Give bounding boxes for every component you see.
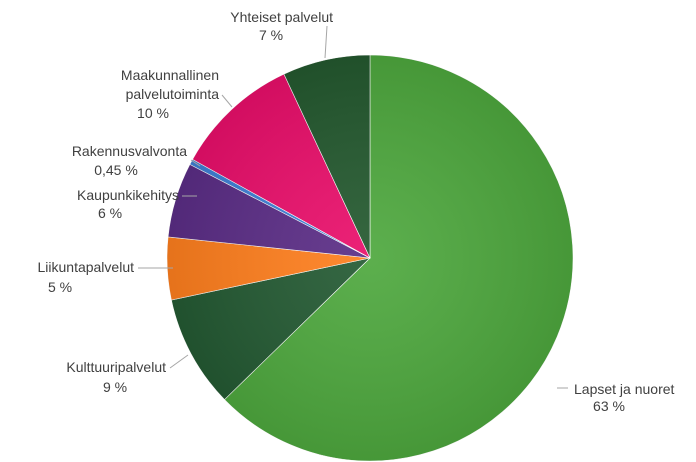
slice-value-label: 6 % <box>98 205 122 221</box>
slice-label: Yhteiset palvelut <box>230 9 333 25</box>
pie-slices <box>166 54 574 462</box>
slice-value-label: 10 % <box>137 105 169 121</box>
slice-label: Rakennusvalvonta <box>72 143 187 159</box>
slice-label: palvelutoiminta <box>126 86 220 102</box>
slice-label: Maakunnallinen <box>121 67 219 83</box>
slice-label: Kulttuuripalvelut <box>66 359 166 375</box>
slice-value-label: 63 % <box>593 398 625 414</box>
slice-value-label: 9 % <box>103 379 127 395</box>
leader-line <box>190 159 201 167</box>
slice-label: Kaupunkikehitys <box>77 187 179 203</box>
leader-line <box>324 25 328 59</box>
slice-value-label: 7 % <box>259 27 283 43</box>
leader-line <box>221 94 233 108</box>
slice-value-label: 5 % <box>48 279 72 295</box>
slice-label: Liikuntapalvelut <box>37 259 134 275</box>
leader-line <box>169 354 189 369</box>
slice-value-label: 0,45 % <box>94 162 138 178</box>
leader-lines <box>138 25 568 389</box>
slice-label: Lapset ja nuoret <box>574 381 675 397</box>
